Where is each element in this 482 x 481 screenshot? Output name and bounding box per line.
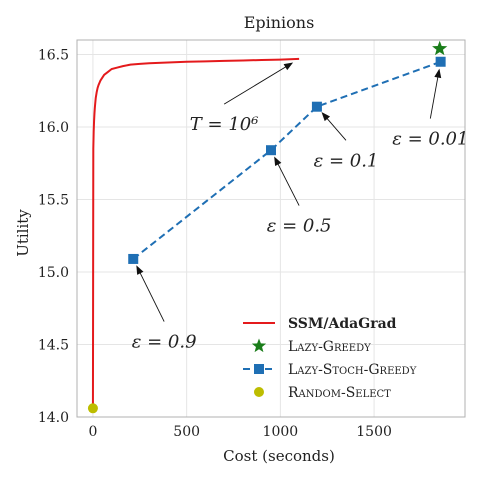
annotation-arrow-line [429,73,439,119]
x-tick-label: 500 [173,424,200,440]
annotation-arrow-line [223,64,290,105]
data-point-lazy-greedy [432,40,448,56]
chart-title: Epinions [244,13,315,32]
data-point-lazy-stoch-greedy [435,56,446,67]
axis-layer: 0 500 1000 1500 14.0 14.5 15.0 15.5 16.0 16.5 [38,48,392,441]
data-point-lazy-stoch-greedy [266,145,276,156]
legend-label: SSM/AdaGrad [288,316,397,332]
legend-label: Random-Select [288,385,391,401]
annotation-arrowhead [434,68,442,79]
legend: SSM/AdaGrad Lazy-Greedy Lazy-Stoch-Greedy R… [243,316,417,401]
legend-swatch-marker [254,364,264,374]
annotation-arrowhead [274,156,282,167]
data-point-lazy-stoch-greedy [128,253,139,264]
x-axis-label: Cost (seconds) [223,447,335,465]
y-axis-label: Utility [14,209,32,257]
y-tick-label: 14.5 [38,338,69,354]
annotation-arrowhead [321,111,331,122]
x-tick-label: 1500 [356,424,392,440]
series-layer [87,40,448,414]
y-tick-label: 15.0 [38,265,69,281]
annotation-arrow-line [276,160,300,206]
y-tick-label: 15.5 [38,193,69,209]
annotation-arrow-line [324,115,347,141]
legend-label: Lazy-Greedy [288,339,371,355]
y-tick-label: 16.0 [38,120,69,136]
y-tick-label: 14.0 [38,410,69,426]
annotation-label: T = 10⁶ [190,114,259,135]
annotation-label: ε = 0.01 [392,129,468,150]
legend-swatch-lazy-greedy [251,338,267,353]
annotation-layer: T = 10⁶ ε = 0.01 ε = 0.1 ε = 0.5 ε = 0.9 [132,62,468,353]
annotation-arrowhead [283,62,294,71]
data-point-random-select [87,403,98,414]
series-line-ssm-adagrad [91,57,300,410]
x-tick-label: 0 [88,424,97,440]
x-tick-label: 1000 [263,424,299,440]
annotation-label: ε = 0.9 [132,332,197,353]
data-point-lazy-stoch-greedy [311,101,322,112]
annotation-arrow-line [138,269,165,322]
legend-label: Lazy-Stoch-Greedy [288,362,417,378]
y-tick-label: 16.5 [38,48,69,64]
annotation-label: ε = 0.1 [314,150,379,171]
annotation-label: ε = 0.5 [267,216,332,237]
annotation-arrowhead [136,265,144,275]
plot-frame [76,39,466,418]
legend-swatch-random-select [254,387,264,397]
